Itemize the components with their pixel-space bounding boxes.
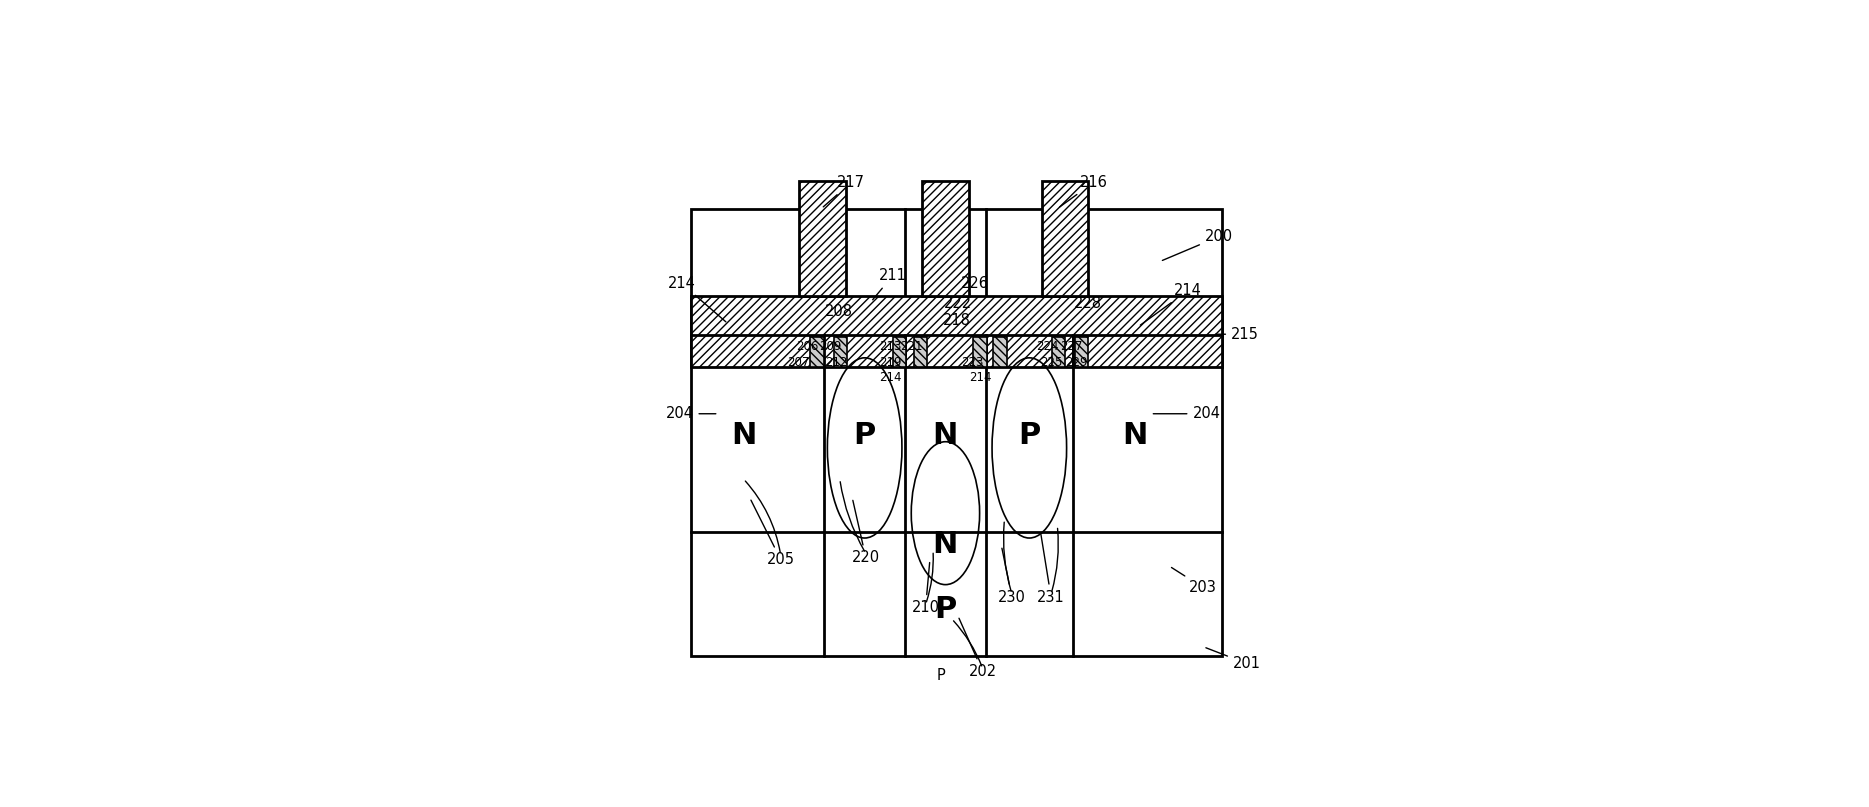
- Text: 220: 220: [852, 500, 880, 566]
- Bar: [809, 337, 824, 367]
- Text: P: P: [934, 595, 957, 624]
- Bar: [923, 181, 968, 295]
- Bar: [824, 335, 905, 367]
- Bar: [834, 337, 847, 367]
- Text: 206: 206: [796, 340, 819, 353]
- Text: 222: 222: [944, 295, 972, 311]
- Text: 203: 203: [1172, 567, 1217, 596]
- Text: 214: 214: [1140, 283, 1202, 325]
- Text: 200: 200: [1163, 229, 1234, 261]
- Text: 218: 218: [942, 313, 970, 328]
- Text: 228: 228: [1075, 295, 1103, 311]
- Text: 226: 226: [961, 276, 989, 291]
- Text: 210: 210: [912, 562, 940, 615]
- Text: 205: 205: [751, 500, 794, 567]
- Text: N: N: [933, 529, 959, 558]
- Bar: [1052, 337, 1065, 367]
- Text: 219: 219: [880, 357, 903, 370]
- Text: 201: 201: [1206, 648, 1262, 671]
- Text: 212: 212: [826, 357, 849, 370]
- Text: 207: 207: [787, 357, 809, 370]
- Text: N: N: [731, 421, 757, 450]
- Text: 211: 211: [873, 268, 906, 299]
- Bar: [800, 181, 847, 295]
- Bar: [692, 295, 1222, 336]
- Text: 223: 223: [961, 357, 983, 370]
- Bar: [974, 337, 987, 367]
- Text: 215: 215: [1215, 327, 1260, 341]
- Text: P: P: [936, 668, 946, 684]
- Text: 213: 213: [880, 340, 903, 353]
- Bar: [992, 337, 1007, 367]
- Bar: [692, 209, 1222, 656]
- Text: 221: 221: [901, 340, 923, 353]
- Text: 224: 224: [1035, 340, 1058, 353]
- Text: N: N: [933, 421, 959, 450]
- Bar: [1073, 335, 1222, 367]
- Text: 214: 214: [880, 371, 903, 384]
- Bar: [985, 335, 1073, 367]
- Bar: [893, 337, 906, 367]
- Text: 216: 216: [1060, 175, 1106, 207]
- Text: 229: 229: [1065, 357, 1088, 370]
- Text: 214: 214: [667, 276, 725, 322]
- Text: 225: 225: [1041, 357, 1063, 370]
- Text: 230: 230: [998, 548, 1026, 604]
- Text: 209: 209: [819, 340, 841, 353]
- Text: 202: 202: [959, 618, 996, 679]
- Bar: [914, 337, 927, 367]
- Text: P: P: [854, 421, 877, 450]
- Text: P: P: [1019, 421, 1041, 450]
- Bar: [1041, 181, 1088, 295]
- Bar: [1075, 337, 1088, 367]
- Text: 204: 204: [1153, 406, 1220, 421]
- Text: 217: 217: [822, 175, 865, 207]
- Text: 204: 204: [665, 406, 716, 421]
- Text: N: N: [1121, 421, 1148, 450]
- Text: 208: 208: [824, 303, 852, 319]
- Text: 231: 231: [1037, 534, 1065, 604]
- Text: 227: 227: [1060, 340, 1082, 353]
- Bar: [692, 335, 824, 367]
- Bar: [905, 335, 985, 367]
- Text: 214: 214: [970, 371, 992, 384]
